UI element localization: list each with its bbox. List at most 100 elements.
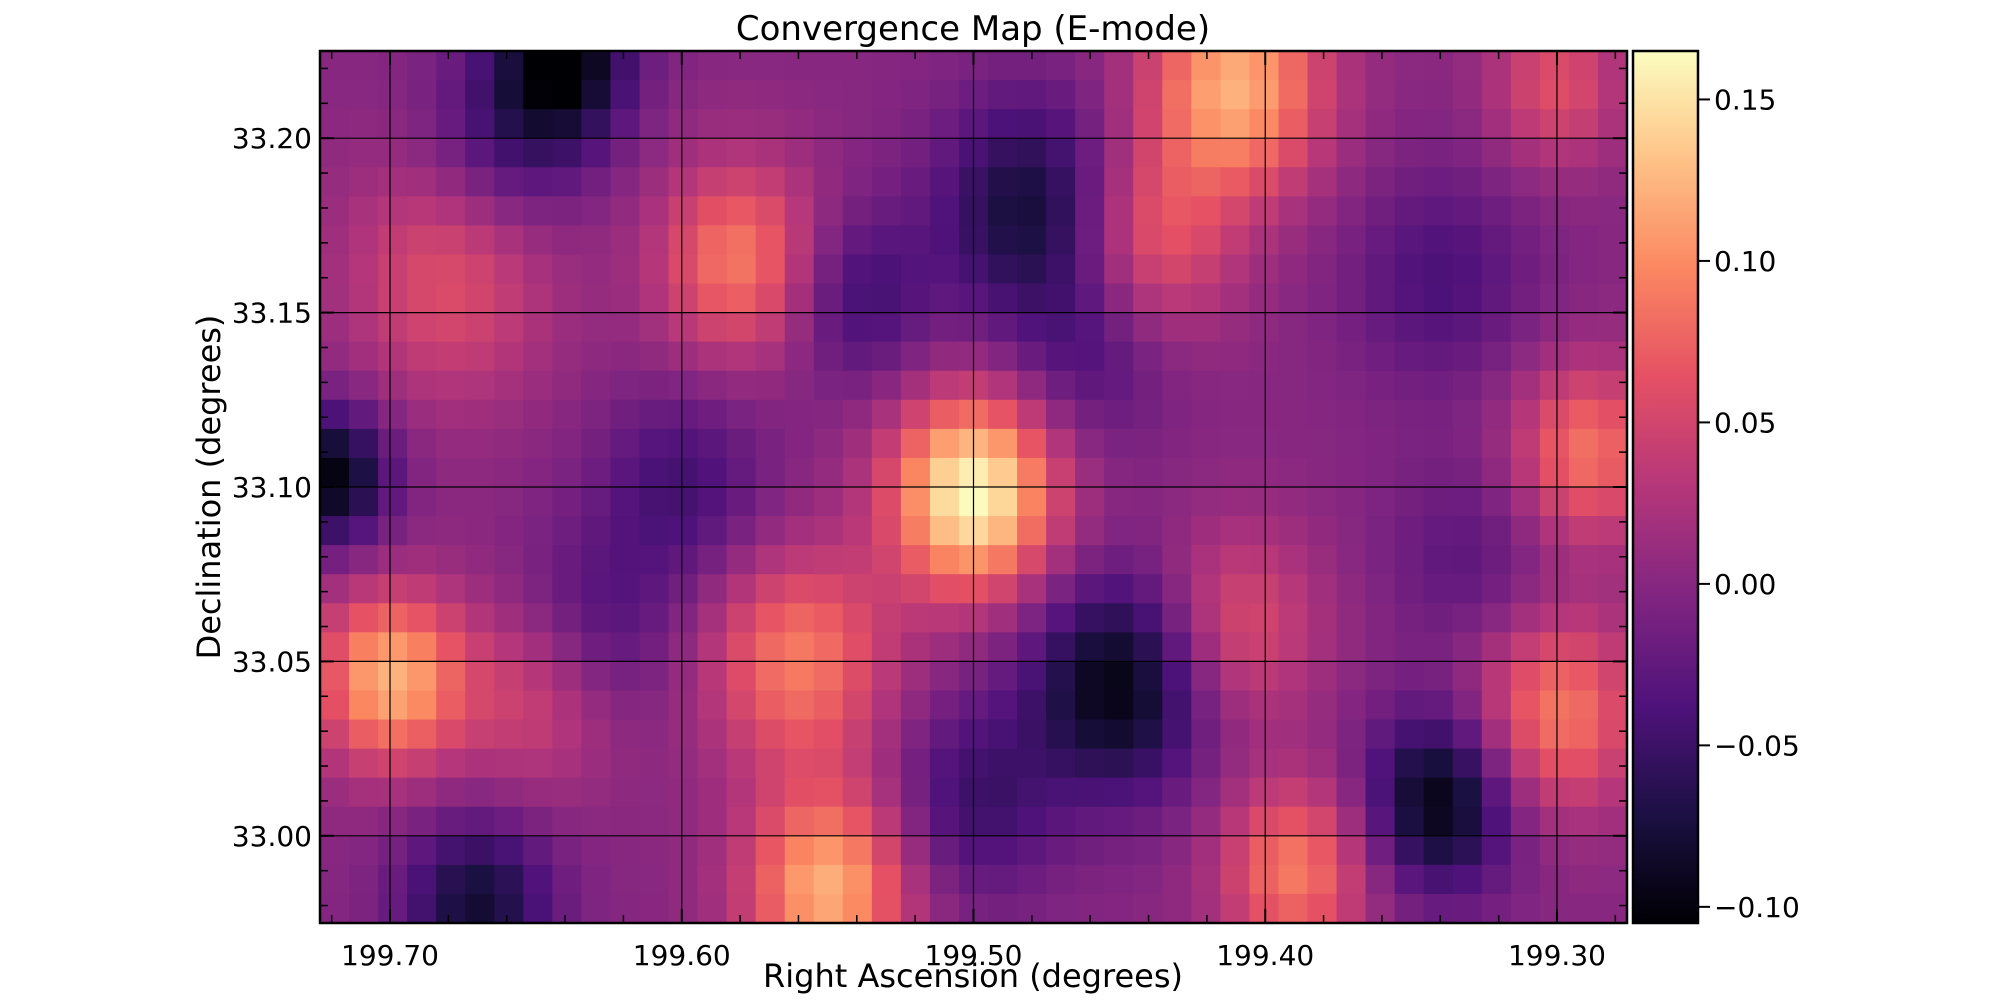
heatmap-cell (929, 109, 960, 139)
heatmap-cell (378, 138, 408, 168)
heatmap-cell (1278, 632, 1309, 662)
heatmap-cell (988, 167, 1018, 197)
heatmap-cell (320, 138, 350, 168)
heatmap-cell (1046, 487, 1076, 517)
heatmap-cell (1365, 225, 1396, 256)
heatmap-cell (1336, 167, 1367, 197)
heatmap-cell (726, 196, 757, 226)
heatmap-cell (1249, 254, 1280, 285)
heatmap-cell (1510, 893, 1541, 924)
heatmap-cell (349, 80, 379, 110)
heatmap-cell (1336, 806, 1367, 837)
heatmap-cell (320, 109, 350, 139)
heatmap-cell (929, 341, 960, 372)
heatmap-cell (1423, 370, 1454, 401)
heatmap-cell (1278, 428, 1309, 459)
heatmap-cell (1220, 516, 1251, 546)
heatmap-cell (1017, 138, 1047, 168)
heatmap-cell (1597, 835, 1628, 866)
heatmap-cell (552, 283, 582, 314)
heatmap-cell (1568, 167, 1599, 197)
heatmap-cell (1539, 283, 1570, 314)
heatmap-cell (842, 487, 873, 517)
heatmap-cell (1162, 80, 1192, 110)
heatmap-cell (929, 661, 960, 692)
heatmap-cell (842, 254, 873, 285)
heatmap-cell (1568, 487, 1599, 517)
heatmap-cell (1017, 545, 1047, 575)
heatmap-cell (610, 283, 641, 314)
heatmap-cell (1191, 312, 1221, 343)
heatmap-cell (1104, 603, 1134, 633)
heatmap-cell (1133, 254, 1163, 285)
heatmap-cell (1104, 341, 1134, 372)
heatmap-cell (1307, 80, 1338, 110)
heatmap-cell (988, 835, 1018, 866)
heatmap-cell (1075, 138, 1105, 168)
heatmap-cell (668, 109, 699, 139)
heatmap-cell (871, 661, 902, 692)
heatmap-cell (639, 428, 670, 459)
heatmap-cell (494, 487, 524, 517)
heatmap-cell (1046, 516, 1076, 546)
heatmap-cell (668, 545, 699, 575)
heatmap-cell (494, 690, 524, 721)
heatmap-cell (1307, 835, 1338, 866)
heatmap-cell (1075, 661, 1105, 692)
heatmap-cell (581, 167, 612, 197)
heatmap-cell (929, 893, 960, 924)
heatmap-cell (465, 80, 495, 110)
heatmap-cell (1249, 399, 1280, 430)
heatmap-cell (1423, 777, 1454, 808)
heatmap-cell (1162, 719, 1192, 750)
heatmap-cell (523, 138, 553, 168)
heatmap-cell (436, 457, 466, 488)
heatmap-cell (1191, 516, 1221, 546)
heatmap-cell (1104, 51, 1134, 81)
heatmap-cell (1191, 283, 1221, 314)
heatmap-cell (639, 545, 670, 575)
heatmap-cell (407, 806, 437, 837)
heatmap-cell (842, 603, 873, 633)
heatmap-cell (1249, 806, 1280, 837)
heatmap-cell (755, 603, 786, 633)
heatmap-cell (668, 283, 699, 314)
heatmap-cell (988, 603, 1018, 633)
heatmap-cell (1307, 487, 1338, 517)
heatmap-cell (1220, 690, 1251, 721)
heatmap-cell (1539, 167, 1570, 197)
heatmap-cell (494, 893, 524, 924)
colorbar-tick-label: 0.05 (1714, 406, 1776, 439)
heatmap-cell (988, 893, 1018, 924)
heatmap-cell (988, 109, 1018, 139)
heatmap-cell (668, 864, 699, 895)
heatmap-cell (1278, 777, 1309, 808)
heatmap-cell (1220, 370, 1251, 401)
heatmap-cell (1452, 690, 1483, 721)
heatmap-cell (1597, 80, 1628, 110)
heatmap-cell (1510, 806, 1541, 837)
heatmap-cell (552, 516, 582, 546)
heatmap-cell (581, 457, 612, 488)
heatmap-cell (988, 574, 1018, 604)
heatmap-cell (1046, 138, 1076, 168)
heatmap-cell (929, 370, 960, 401)
heatmap-cell (1394, 109, 1425, 139)
heatmap-cell (436, 51, 466, 81)
heatmap-cell (1423, 254, 1454, 285)
heatmap-cell (1365, 632, 1396, 662)
heatmap-cell (1307, 603, 1338, 633)
heatmap-cell (1249, 51, 1280, 81)
heatmap-cell (1307, 399, 1338, 430)
heatmap-cell (755, 399, 786, 430)
heatmap-cell (871, 603, 902, 633)
heatmap-cell (813, 777, 844, 808)
heatmap-cell (1365, 806, 1396, 837)
heatmap-cell (1568, 312, 1599, 343)
heatmap-cell (1191, 574, 1221, 604)
heatmap-cell (988, 661, 1018, 692)
heatmap-cell (697, 661, 728, 692)
heatmap-cell (1394, 748, 1425, 779)
heatmap-cell (726, 399, 757, 430)
heatmap-cell (842, 138, 873, 168)
